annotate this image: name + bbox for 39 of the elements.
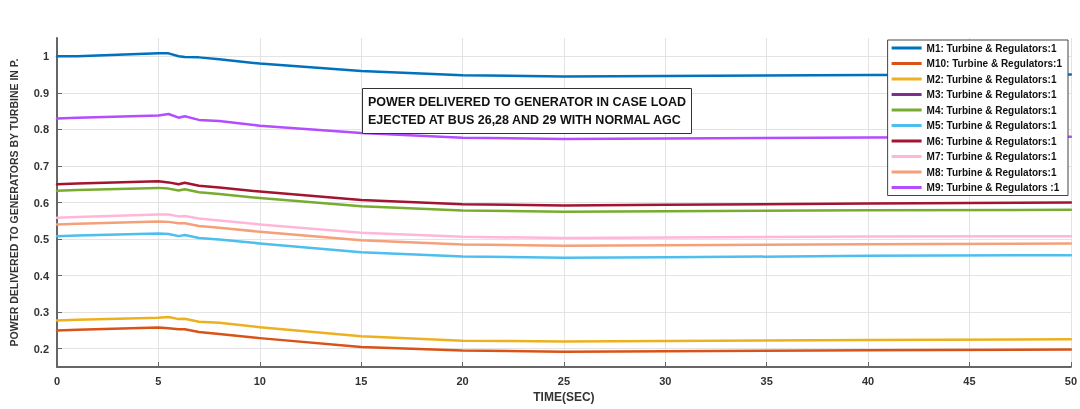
x-tick-label: 25	[557, 374, 571, 387]
legend-label: M2: Turbine & Regulators:1	[926, 73, 1057, 85]
x-tick-label: 50	[1064, 374, 1078, 387]
y-tick-label: 0.6	[33, 196, 49, 209]
legend-label: M3: Turbine & Regulators:1	[926, 89, 1057, 100]
x-axis-title: TIME(SEC)	[533, 390, 595, 404]
legend-label: M6: Turbine & Regulators:1	[926, 135, 1057, 147]
y-tick-label: 0.7	[33, 159, 49, 172]
x-tick-label: 20	[456, 374, 469, 387]
x-tick-label: 30	[659, 374, 672, 387]
legend-label: M5: Turbine & Regulators:1	[926, 120, 1057, 131]
x-tick-label: 40	[861, 374, 875, 387]
line-series	[55, 232, 1073, 259]
y-tick-label: 0.4	[33, 269, 50, 282]
y-tick-label: 0.5	[33, 233, 49, 246]
x-tick-label: 15	[355, 374, 368, 387]
legend-label: M9: Turbine & Regulators :1	[926, 182, 1060, 193]
line-series	[55, 315, 1073, 343]
line-series	[55, 220, 1073, 247]
legend-label: M1: Turbine & Regulators:1	[926, 42, 1057, 54]
x-tick-label: 0	[53, 374, 61, 387]
y-tick-label: 0.3	[33, 306, 49, 319]
y-tick-label: 0.9	[33, 86, 49, 99]
annotation: POWER DELIVERED TO GENERATOR IN CASE LOAD EJECTED AT BUS 26,28 AND 29 WITH NORMAL AGC	[368, 95, 687, 127]
x-tick-label: 5	[155, 374, 162, 387]
legend-label: M7: Turbine & Regulators:1	[926, 151, 1057, 162]
line-series	[55, 326, 1073, 353]
x-tick-label: 35	[760, 374, 773, 387]
line-series	[55, 213, 1073, 240]
x-tick-label: 10	[253, 374, 266, 387]
y-axis-title: POWER DELIVERED TO GENERATORS BY TURBINE IN P.	[7, 58, 20, 347]
y-tick-label: 1	[42, 50, 49, 63]
legend-label: M8: Turbine & Regulators:1	[926, 166, 1057, 178]
legend-label: M4: Turbine & Regulators:1	[926, 104, 1057, 116]
y-tick-label: 0.2	[33, 342, 49, 355]
y-tick-label: 0.8	[33, 123, 49, 136]
legend-label: M10: Turbine & Regulators:1	[926, 58, 1063, 69]
line-series	[55, 180, 1073, 207]
x-tick-label: 45	[963, 374, 976, 387]
